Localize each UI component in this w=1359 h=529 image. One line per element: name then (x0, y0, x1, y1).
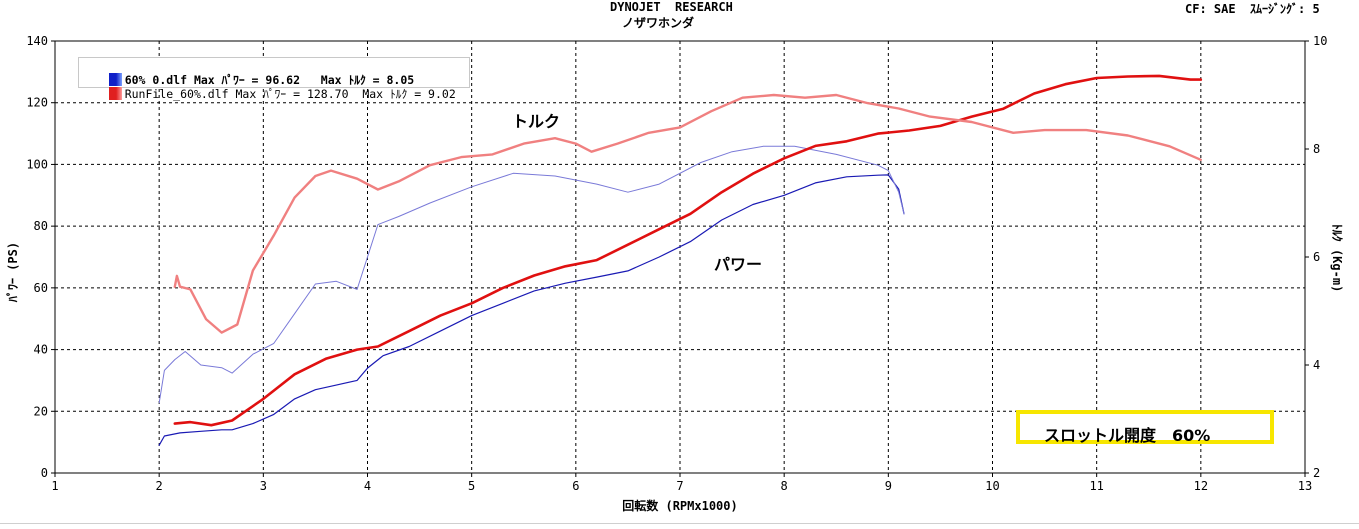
x-axis-label: 回転数 (RPMx1000) (622, 498, 737, 513)
x-tick-label: 12 (1194, 479, 1208, 493)
runfile-60pct-power-line (173, 74, 1203, 427)
chart-legend: 60% 0.dlf Max ﾊﾟﾜｰ = 96.62 Max ﾄﾙｸ = 8.0… (78, 57, 470, 101)
y-tick-label-right: 8 (1313, 142, 1320, 156)
power-annotation: パワー (714, 255, 763, 274)
y-tick-label-left: 140 (26, 34, 48, 48)
y-tick-label-left: 80 (34, 219, 48, 233)
x-tick-label: 5 (468, 479, 475, 493)
y-tick-label-right: 4 (1313, 358, 1320, 372)
legend-entry-old: 60% 0.dlf Max ﾊﾟﾜｰ = 96.62 Max ﾄﾙｸ = 8.0… (81, 59, 414, 87)
y-tick-label-left: 60 (34, 281, 48, 295)
x-tick-label: 8 (781, 479, 788, 493)
runfile-60pct-torque-line (173, 93, 1203, 334)
x-tick-label: 4 (364, 479, 371, 493)
chart-header-title: DYNOJET RESEARCH (610, 0, 733, 14)
y-tick-label-left: 40 (34, 343, 48, 357)
bottom-divider (0, 523, 1359, 524)
y-axis-label-left: ﾊﾟﾜｰ (PS) (5, 242, 20, 303)
run-60pct-0-torque-line (158, 145, 905, 404)
x-tick-label: 2 (156, 479, 163, 493)
y-tick-label-right: 10 (1313, 34, 1327, 48)
x-tick-label: 13 (1298, 479, 1312, 493)
y-tick-label-left: 20 (34, 404, 48, 418)
chart-header-shop-name: ノザワホンダ (622, 16, 695, 30)
x-tick-label: 3 (260, 479, 267, 493)
chart-grid (55, 41, 1305, 473)
x-tick-label: 1 (51, 479, 58, 493)
x-tick-label: 6 (572, 479, 579, 493)
legend-swatch-blue (108, 73, 122, 86)
y-tick-label-left: 0 (41, 466, 48, 480)
legend-label-old: 60% 0.dlf Max ﾊﾟﾜｰ = 96.62 Max ﾄﾙｸ = 8.0… (124, 73, 415, 87)
x-tick-label: 11 (1089, 479, 1103, 493)
legend-swatch-red (108, 87, 122, 100)
legend-label-new: RunFile_60%.dlf Max ﾊﾟﾜｰ = 128.70 Max ﾄﾙ… (124, 87, 456, 101)
chart-ticks: 1 2 3 4 5 6 7 8 9 10 11 12 1302040608010012014024681… (26, 34, 1327, 493)
chart-header-correction: CF: SAE ｽﾑｰｼﾞﾝｸﾞ: 5 (1185, 2, 1320, 16)
x-tick-label: 7 (676, 479, 683, 493)
y-axis-label-right: ﾄﾙｸ (Kg-m) (1330, 224, 1344, 293)
legend-entry-new: RunFile_60%.dlf Max ﾊﾟﾜｰ = 128.70 Max ﾄﾙ… (81, 73, 456, 101)
run-60pct-0-power-line (158, 174, 905, 446)
y-tick-label-left: 120 (26, 96, 48, 110)
throttle-callout-text: スロットル開度 60% (1044, 426, 1211, 445)
y-tick-label-right: 6 (1313, 250, 1320, 264)
plot-frame (54, 40, 1306, 474)
y-tick-label-right: 2 (1313, 466, 1320, 480)
x-tick-label: 10 (985, 479, 999, 493)
throttle-callout-box: スロットル開度 60% (1016, 410, 1274, 445)
chart-series (158, 74, 1203, 446)
y-tick-label-left: 100 (26, 157, 48, 171)
x-tick-label: 9 (885, 479, 892, 493)
torque-annotation: トルク (512, 112, 561, 131)
